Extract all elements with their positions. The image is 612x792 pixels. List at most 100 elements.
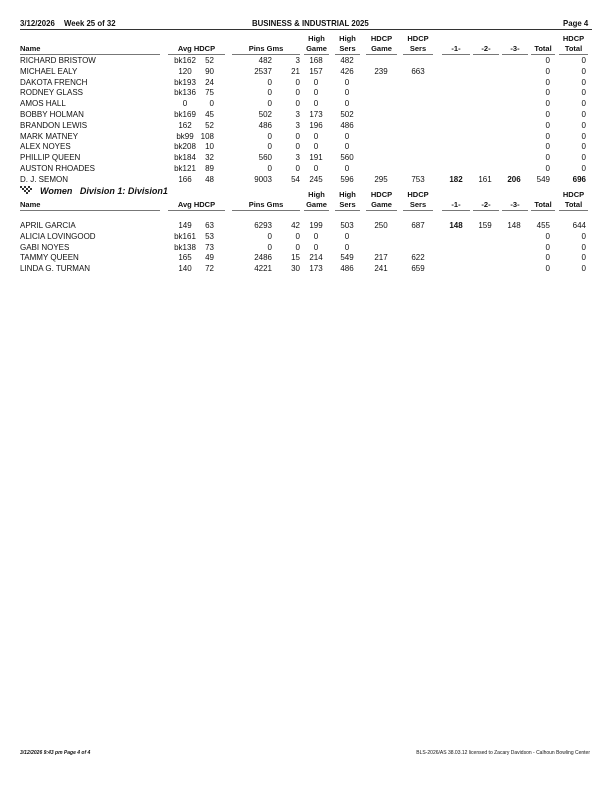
cell-value: 0 [313,88,319,98]
cell-value: 295 [374,174,388,184]
cell-value: 0 [344,231,350,241]
footer-license: BLS-2026/AS 38.03.12 licensed to Zacary … [416,750,590,756]
cell-value: 486 [340,264,354,274]
table-row: RODNEY GLASS bk136 75 0 0 0 0 0 0 [0,87,612,98]
column-header-high-game: High Game [304,190,329,211]
cell-value: 32 [205,153,214,163]
column-header-total: Total [531,34,555,55]
cell-value: bk161 [174,231,196,241]
cell-value: 182 [449,174,463,184]
bowler-name: AMOS HALL [20,99,66,109]
table-row: RICHARD BRISTOW bk162 52 482 3 168 482 0 0 [0,55,612,66]
cell-value: 54 [291,174,300,184]
cell-value: 241 [374,264,388,274]
cell-value: 0 [581,253,586,263]
cell-value: 0 [581,77,586,87]
cell-value: 486 [258,120,272,130]
cell-value: 173 [309,264,323,274]
cell-value: 3 [295,153,300,163]
cell-value: 0 [267,142,272,152]
cell-value: 753 [411,174,425,184]
report-title: BUSINESS & INDUSTRIAL 2025 [252,18,369,28]
cell-value: 549 [536,174,550,184]
cell-value: 0 [581,264,586,274]
cell-value: 9003 [254,174,272,184]
cell-value: 0 [313,231,319,241]
cell-value: 72 [205,264,214,274]
cell-value: 4221 [254,264,272,274]
cell-value: 455 [536,221,550,230]
cell-value: 3 [295,56,300,65]
column-header-hdcp-sers: HDCP Sers [403,34,433,55]
column-header-g3: -3- [502,190,528,211]
table-row: ALEX NOYES bk208 10 0 0 0 0 0 0 [0,141,612,152]
cell-value: 0 [581,153,586,163]
table-row: GABI NOYES bk138 73 0 0 0 0 0 0 [0,242,612,253]
cell-value: 0 [267,164,272,173]
bowler-name: DAKOTA FRENCH [20,77,88,87]
bowler-name: RICHARD BRISTOW [20,56,96,65]
cell-value: 0 [295,242,300,252]
bowler-name: BOBBY HOLMAN [20,110,84,119]
bowler-name: BRANDON LEWIS [20,120,88,130]
column-header-hdcp-total: HDCP Total [559,190,588,211]
table-row: D. J. SEMON 166 48 9003 54 245 596 295 753 182 161… [0,174,612,185]
column-header-pins-gms: Pins Gms [232,34,300,55]
column-header-avg-hdcp: Avg HDCP [168,190,225,211]
cell-value: 45 [205,110,214,119]
cell-value: 0 [545,66,550,76]
table-row: PHILLIP QUEEN bk184 32 560 3 191 560 0 0 [0,152,612,163]
cell-value: 0 [267,77,272,87]
cell-value: 0 [295,231,300,241]
cell-value: 486 [340,120,354,130]
column-header-high-sers: High Sers [335,34,360,55]
cell-value: 0 [581,242,586,252]
cell-value: 140 [178,264,192,274]
bowler-name: MICHAEL EALY [20,66,78,76]
bowler-name: RODNEY GLASS [20,88,83,98]
bowler-name: GABI NOYES [20,242,70,252]
cell-value: bk162 [174,56,196,65]
bowler-name: MARK MATNEY [20,131,79,141]
table-row: ALICIA LOVINGOOD bk161 53 0 0 0 0 0 0 [0,231,612,242]
cell-value: 166 [178,174,192,184]
table-row: DAKOTA FRENCH bk193 24 0 0 0 0 0 0 [0,77,612,88]
section-heading: Women Division 1: Division1 [20,186,168,196]
cell-value: 0 [581,120,586,130]
column-header-name: Name [20,190,160,211]
cell-value: 63 [205,221,214,230]
cell-value: bk193 [174,77,196,87]
cell-value: 120 [178,66,192,76]
cell-value: 0 [313,164,319,173]
cell-value: 0 [545,164,550,173]
column-header-g2: -2- [473,190,499,211]
cell-value: 0 [545,77,550,87]
cell-value: 21 [291,66,300,76]
cell-value: 159 [478,221,492,230]
cell-value: 199 [309,221,323,230]
cell-value: 42 [291,221,300,230]
column-header-pins-gms: Pins Gms [232,190,300,211]
cell-value: 549 [340,253,354,263]
cell-value: 0 [267,231,272,241]
cell-value: 0 [545,253,550,263]
cell-value: 3 [295,120,300,130]
cell-value: 157 [309,66,323,76]
cell-value: bk121 [174,164,196,173]
cell-value: 0 [581,110,586,119]
cell-value: 0 [267,88,272,98]
cell-value: 560 [258,153,272,163]
checkered-flag-icon [20,186,32,194]
cell-value: bk169 [174,110,196,119]
cell-value: 0 [545,110,550,119]
table-row: APRIL GARCIA 149 63 6293 42 199 503 250 687 148 15… [0,220,612,231]
cell-value: 30 [291,264,300,274]
cell-value: 2537 [254,66,272,76]
column-header-hdcp-total: HDCP Total [559,34,588,55]
cell-value: 148 [449,221,463,230]
cell-value: 3 [295,110,300,119]
cell-value: 148 [507,221,521,230]
table-row: LINDA G. TURMAN 140 72 4221 30 173 486 241 659 0 0 [0,263,612,274]
cell-value: 482 [258,56,272,65]
